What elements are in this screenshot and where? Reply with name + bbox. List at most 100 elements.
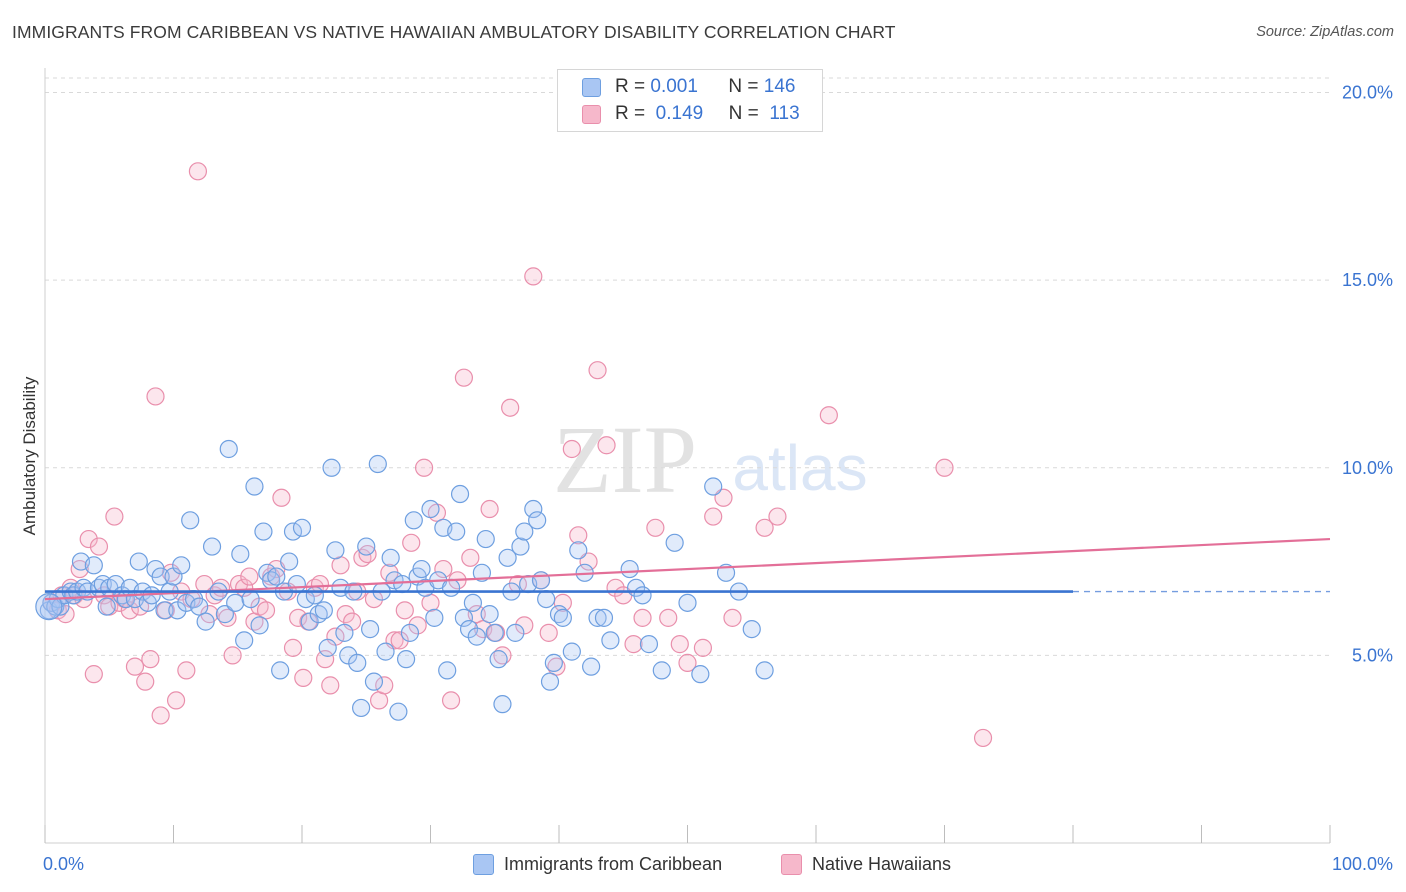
caribbean-point: [498, 548, 517, 567]
correlation-legend: R = 0.001 N = 146 R = 0.149 N = 113: [557, 69, 823, 132]
caribbean-point: [594, 608, 614, 627]
caribbean-point: [389, 702, 408, 721]
hawaiian-point: [441, 691, 461, 710]
hawaiian-point: [240, 567, 259, 586]
watermark-zip: ZIP: [553, 406, 697, 513]
hawaiian-point: [402, 533, 421, 552]
hawaiian-point: [819, 406, 838, 425]
hawaiian-point: [316, 650, 335, 669]
caribbean-point: [476, 529, 495, 549]
caribbean-point: [450, 484, 470, 504]
hawaiian-point: [569, 526, 588, 545]
hawaiian-point: [597, 436, 616, 455]
caribbean-point: [716, 563, 736, 582]
hawaiian-point: [408, 616, 427, 635]
caribbean-point: [537, 589, 556, 609]
y-tick-label: 20.0%: [1342, 83, 1393, 103]
caribbean-point: [322, 458, 341, 477]
caribbean-cluster-point: [35, 592, 63, 621]
hawaiian-point: [633, 608, 652, 627]
caribbean-point: [364, 672, 384, 691]
hawaiian-point: [524, 267, 543, 286]
caribbean-point: [441, 578, 461, 597]
caribbean-point: [352, 698, 371, 718]
hawaiian-point: [294, 668, 313, 687]
hawaiian-point: [768, 507, 787, 526]
hawaiian-point: [755, 518, 774, 537]
legend-row-caribbean: R = 0.001 N = 146: [582, 75, 795, 99]
caribbean-point: [348, 653, 367, 672]
y-tick-label: 15.0%: [1342, 270, 1393, 290]
caribbean-point: [196, 612, 215, 631]
caribbean-point: [531, 571, 551, 590]
hawaiian-point: [70, 559, 89, 579]
caribbean-point: [241, 589, 260, 609]
caribbean-point: [480, 605, 499, 624]
hawaiian-point: [79, 529, 98, 549]
caribbean-point: [588, 608, 607, 627]
hawaiian-point: [579, 552, 598, 571]
hawaiian-point: [177, 661, 196, 680]
caribbean-point: [704, 477, 723, 496]
caribbean-point: [515, 522, 534, 541]
hawaiian-point: [501, 398, 520, 417]
caribbean-point: [335, 623, 354, 642]
caribbean-point: [438, 661, 457, 680]
hawaiian-point: [678, 653, 697, 672]
legend-n-label: N =: [728, 103, 759, 124]
hawaiian-point: [84, 665, 103, 684]
caribbean-point: [357, 537, 376, 556]
hawaiian-point: [136, 672, 155, 691]
caribbean-point: [528, 511, 547, 530]
caribbean-point: [271, 661, 290, 680]
caribbean-point: [314, 601, 333, 620]
y-tick-label: 5.0%: [1352, 645, 1393, 665]
caribbean-point: [305, 586, 324, 605]
legend-r-label: R =: [615, 103, 646, 124]
caribbean-point: [412, 559, 431, 579]
legend-swatch-blue: [582, 77, 601, 97]
caribbean-point: [691, 665, 710, 684]
axis-labels: 5.0% 10.0% 15.0% 20.0% 0.0% 100.0% Ambulatory …: [20, 83, 1393, 874]
hawaiian-point: [151, 706, 170, 725]
hawaiian-point: [562, 439, 581, 459]
caribbean-point: [425, 608, 444, 627]
caribbean-point: [562, 642, 581, 661]
caribbean-point: [368, 454, 387, 474]
caribbean-point: [84, 556, 103, 575]
caribbean-point: [292, 518, 312, 537]
caribbean-point: [215, 605, 234, 624]
caribbean-point: [129, 552, 148, 571]
hawaiian-point: [321, 676, 340, 695]
legend-n-value: 146: [763, 76, 796, 97]
hawaiian-point: [120, 601, 139, 620]
hawaiian-point: [146, 387, 165, 406]
caribbean-point: [544, 653, 563, 672]
caribbean-point: [235, 631, 254, 650]
hawaiian-point: [714, 488, 733, 507]
hawaiian-point: [935, 458, 954, 477]
caribbean-point: [511, 537, 530, 556]
hawaiian-point: [105, 507, 124, 526]
legend-swatch-pink: [582, 104, 601, 124]
hawaiian-point: [223, 646, 242, 665]
caribbean-point: [250, 616, 269, 635]
hawaiian-point: [704, 507, 723, 526]
caribbean-point: [620, 559, 639, 579]
hawaiian-point: [141, 650, 160, 669]
hawaiian-point: [272, 488, 291, 507]
legend-r-value: 0.149: [655, 103, 704, 124]
caribbean-point: [678, 593, 697, 612]
hawaiian-point: [434, 559, 453, 579]
hawaiian-point: [336, 605, 355, 624]
hawaiian-point: [166, 691, 186, 710]
bottom-legend-hawaiian: Native Hawaiians: [781, 852, 951, 876]
caribbean-point: [400, 623, 420, 642]
hawaiian-point: [670, 635, 689, 654]
caribbean-point: [231, 544, 250, 564]
caribbean-point: [489, 650, 508, 669]
caribbean-point: [601, 631, 620, 650]
caribbean-point: [485, 623, 504, 642]
caribbean-point: [287, 574, 306, 594]
